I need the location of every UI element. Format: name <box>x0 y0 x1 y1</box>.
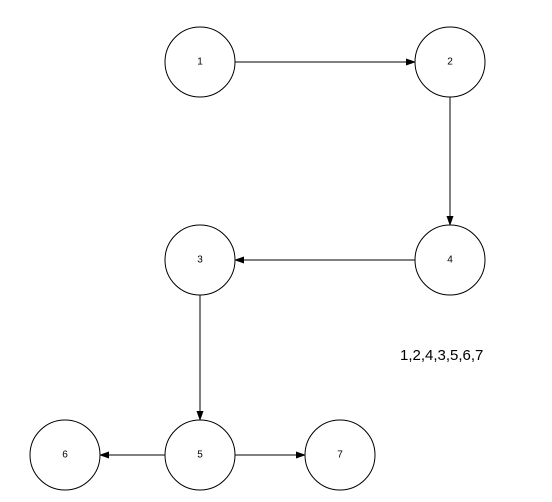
node-4: 4 <box>415 225 485 295</box>
node-label-2: 2 <box>447 57 453 68</box>
graph-diagram: 1 2 3 4 5 6 7 <box>0 0 552 502</box>
node-label-7: 7 <box>337 450 343 461</box>
node-6: 6 <box>30 420 100 490</box>
node-7: 7 <box>305 420 375 490</box>
traversal-annotation: 1,2,4,3,5,6,7 <box>400 347 483 364</box>
node-5: 5 <box>165 420 235 490</box>
node-label-6: 6 <box>62 450 68 461</box>
node-2: 2 <box>415 27 485 97</box>
node-1: 1 <box>165 27 235 97</box>
node-label-4: 4 <box>447 255 453 266</box>
node-label-1: 1 <box>197 57 203 68</box>
node-label-3: 3 <box>197 255 203 266</box>
node-label-5: 5 <box>197 450 203 461</box>
node-3: 3 <box>165 225 235 295</box>
